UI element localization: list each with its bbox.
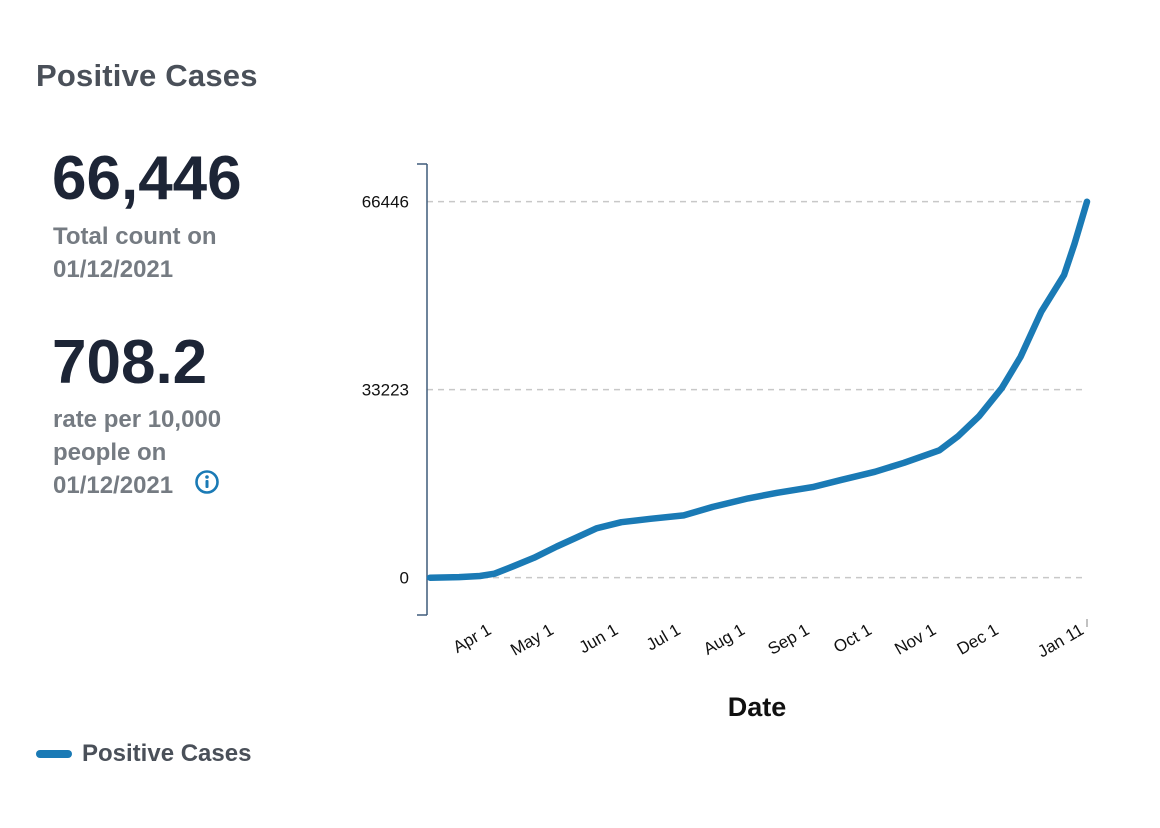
rate-value: 708.2 xyxy=(52,328,208,397)
rate-caption: rate per 10,000 people on 01/12/2021 xyxy=(53,403,221,504)
x-axis-title: Date xyxy=(728,692,787,722)
legend-label: Positive Cases xyxy=(82,740,252,767)
panel-title: Positive Cases xyxy=(36,58,258,93)
series-line-0 xyxy=(426,198,1091,581)
legend-swatch xyxy=(36,750,72,758)
y-tick-label-2: 66446 xyxy=(362,193,409,212)
total-count-caption: Total count on 01/12/2021 xyxy=(53,220,217,286)
y-tick-label-0: 0 xyxy=(400,569,409,588)
y-tick-label-1: 33223 xyxy=(362,381,409,400)
rate-date: 01/12/2021 xyxy=(53,472,174,499)
gridlines xyxy=(427,200,1087,579)
info-icon[interactable] xyxy=(194,469,220,504)
x-tick-label-0: Apr 1 xyxy=(450,620,495,657)
rate-caption-line2: people on xyxy=(53,439,167,466)
x-tick-label-2: Jun 1 xyxy=(576,620,622,657)
x-tick-label-5: Sep 1 xyxy=(765,620,813,659)
x-tick-label-4: Aug 1 xyxy=(700,620,748,659)
rate-caption-line3: 01/12/2021 xyxy=(53,469,221,504)
series-layer xyxy=(426,198,1091,581)
x-tick-label-6: Oct 1 xyxy=(830,620,875,657)
x-tick-label-8: Dec 1 xyxy=(954,620,1002,659)
x-tick-label-3: Jul 1 xyxy=(643,620,684,654)
x-tick-label-9: Jan 11 xyxy=(1034,620,1087,661)
x-tick-label-1: May 1 xyxy=(507,620,557,660)
total-count-caption-line1: Total count on xyxy=(53,223,217,250)
x-tick-label-7: Nov 1 xyxy=(891,620,939,659)
total-count-date: 01/12/2021 xyxy=(53,256,174,283)
total-count-value: 66,446 xyxy=(52,144,242,213)
rate-caption-line1: rate per 10,000 xyxy=(53,406,222,433)
legend[interactable]: Positive Cases xyxy=(36,740,251,768)
